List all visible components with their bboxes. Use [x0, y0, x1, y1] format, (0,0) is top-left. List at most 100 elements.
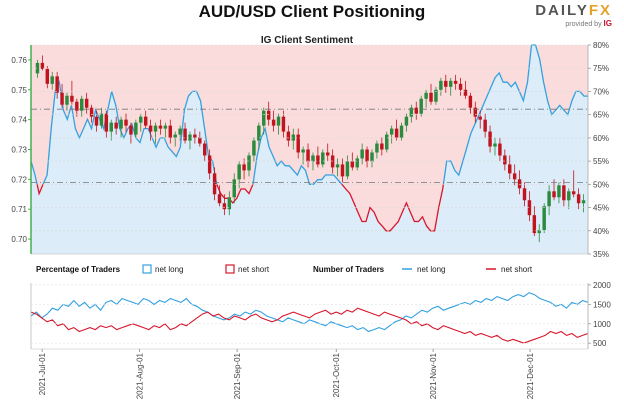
percent-tick-label: 45%: [593, 204, 609, 213]
candle-body: [153, 125, 158, 132]
candle-body: [158, 125, 163, 129]
date-tick-label: 2021-Dec-01: [526, 352, 535, 399]
candle-body: [493, 143, 497, 147]
candle-body: [414, 107, 418, 114]
date-tick-label: 2021-Sep-01: [233, 352, 242, 399]
candle-body: [257, 125, 261, 141]
candle-body: [375, 143, 379, 153]
candle-body: [439, 80, 443, 90]
candle-body: [70, 95, 74, 102]
candle-body: [468, 95, 473, 108]
candle-body: [148, 125, 153, 132]
candle-body: [453, 80, 458, 84]
candle-body: [193, 134, 197, 138]
candle-body: [503, 155, 507, 165]
legend-pct-short: net short: [238, 265, 270, 274]
candle-body: [537, 230, 541, 234]
net-long-sentiment-line: [30, 160, 38, 185]
net-long-sentiment-line: [252, 126, 343, 185]
candle-body: [355, 158, 359, 168]
candle-body: [80, 98, 84, 111]
candle-body: [306, 149, 310, 162]
candle-body: [109, 122, 113, 132]
candle-body: [419, 98, 423, 114]
candle-body: [576, 194, 581, 204]
candle-body: [330, 155, 335, 168]
candle-body: [217, 194, 222, 204]
candle-body: [389, 128, 394, 135]
price-tick-label: 0.76: [11, 56, 27, 65]
candle-body: [399, 125, 404, 138]
logo-text: DAILY: [535, 2, 589, 19]
candle-body: [252, 140, 256, 156]
candle-body: [212, 173, 217, 195]
candle-body: [134, 122, 138, 135]
candle-body: [222, 203, 227, 210]
candle-body: [301, 149, 305, 153]
percent-tick-label: 65%: [593, 111, 609, 120]
candle-body: [114, 122, 118, 129]
net-short-sentiment-line: [341, 183, 445, 232]
traders-axes: 2000 1500 1000 500 2021-Jul-01 2021-Aug-01 202…: [30, 281, 611, 399]
candle-body: [404, 116, 409, 126]
net-short-sentiment-line: [36, 184, 44, 196]
legend-pct-title: Percentage of Traders: [36, 265, 121, 274]
candle-body: [286, 131, 291, 141]
provided-by-text: provided by: [565, 21, 602, 28]
traders-tick-label: 500: [593, 339, 607, 348]
legend-pct-long: net long: [155, 265, 183, 274]
candle-body: [271, 119, 276, 126]
net-long-sentiment-line: [442, 44, 588, 185]
legend-num-title: Number of Traders: [313, 265, 385, 274]
dailyfx-logo: DAILYFX provided by IG: [535, 2, 612, 28]
candle-body: [45, 68, 50, 84]
candle-body: [296, 134, 300, 153]
candle-body: [104, 113, 109, 132]
candle-body: [478, 116, 482, 120]
legend-num-long: net long: [417, 265, 445, 274]
candle-body: [311, 155, 315, 162]
candle-body: [350, 161, 355, 168]
candle-body: [345, 161, 350, 177]
candle-body: [60, 92, 64, 105]
candle-body: [557, 185, 561, 198]
candle-body: [281, 116, 286, 132]
candle-body: [124, 119, 128, 126]
price-tick-label: 0.72: [11, 175, 27, 184]
candle-body: [143, 116, 148, 126]
percent-tick-label: 80%: [593, 41, 609, 50]
percent-tick-label: 60%: [593, 134, 609, 143]
candle-body: [335, 164, 340, 168]
candle-body: [227, 197, 232, 210]
candle-body: [498, 143, 502, 156]
candle-body: [448, 80, 453, 87]
candle-body: [188, 134, 192, 141]
candle-body: [429, 92, 433, 102]
candle-body: [203, 143, 207, 156]
candle-body: [385, 134, 389, 150]
sentiment-axes: 0.76 0.75 0.74 0.73 0.72 0.71 0.70 80% 75% 70% 65%…: [11, 41, 609, 259]
traders-panel: [30, 292, 589, 344]
percent-tick-label: 70%: [593, 87, 609, 96]
candle-body: [84, 98, 89, 108]
candle-body: [183, 128, 187, 141]
ig-logo: IG: [603, 19, 612, 28]
legend-long-swatch: [142, 264, 152, 274]
candle-body: [89, 107, 94, 117]
date-tick-label: 2021-Jul-01: [38, 352, 47, 395]
candle-body: [316, 155, 320, 165]
candle-body: [173, 134, 177, 138]
candle-body: [532, 215, 537, 234]
candle-body: [567, 191, 571, 201]
candle-body: [178, 128, 182, 135]
candle-body: [139, 116, 143, 123]
candle-body: [75, 101, 79, 111]
candle-body: [542, 206, 546, 231]
candle-body: [547, 191, 551, 207]
candle-body: [163, 125, 168, 129]
candle-body: [325, 152, 330, 156]
candle-body: [40, 62, 45, 69]
candle-body: [291, 134, 296, 141]
candle-body: [276, 116, 281, 126]
candle-body: [168, 125, 173, 138]
